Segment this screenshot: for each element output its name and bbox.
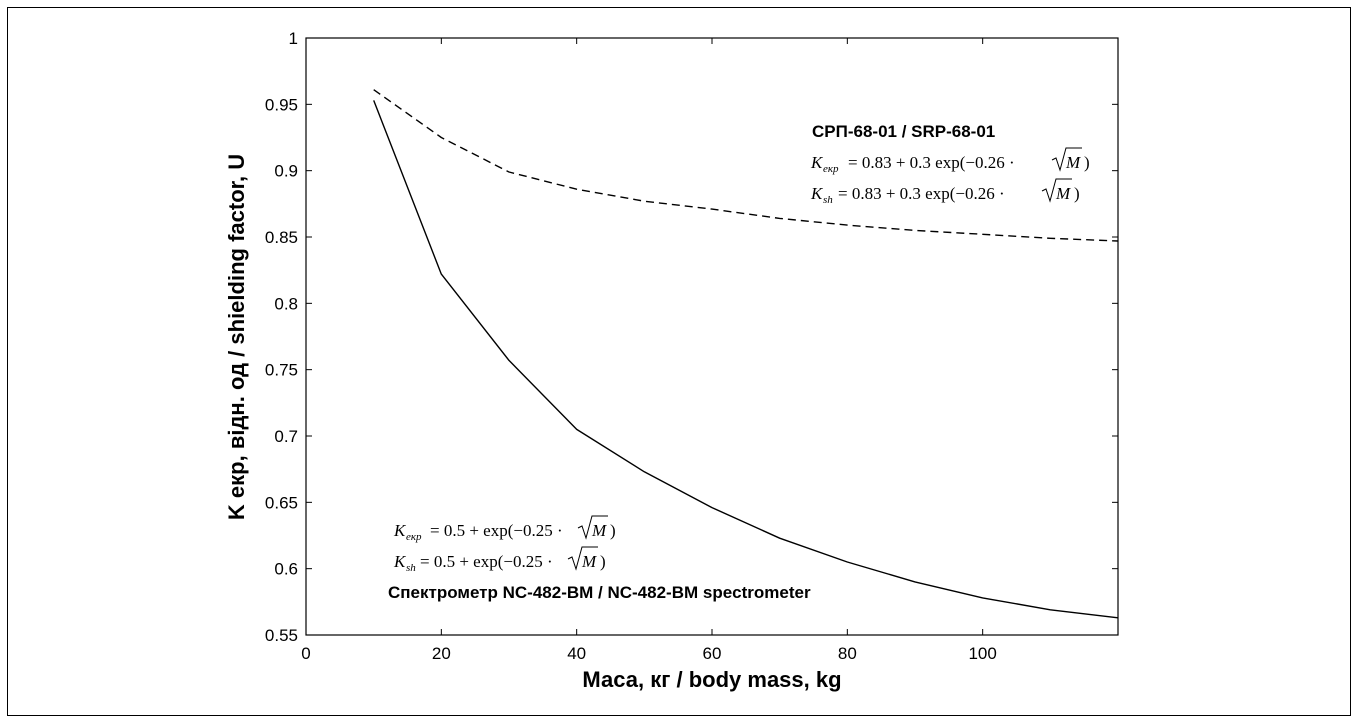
y-tick-label: 0.6: [274, 560, 298, 579]
x-axis-title: Маса, кг / body mass, kg: [582, 667, 841, 692]
y-tick-label: 0.75: [265, 361, 298, 380]
svg-text:M: M: [1065, 153, 1081, 172]
series-line-nc-482-bm: [373, 100, 1119, 619]
svg-text:): ): [1074, 184, 1080, 203]
x-tick-label: 60: [703, 644, 722, 663]
svg-text:): ): [1084, 153, 1090, 172]
svg-text:екр: екр: [406, 531, 422, 543]
svg-text:K: K: [393, 521, 407, 540]
svg-text:M: M: [1055, 184, 1071, 203]
svg-text:M: M: [581, 552, 597, 571]
svg-text:= 0.83 + 0.3 exp(−0.26 ·: = 0.83 + 0.3 exp(−0.26 ·: [848, 153, 1015, 172]
y-tick-label: 1: [289, 29, 298, 48]
srp-series-label: СРП-68-01 / SRP-68-01: [812, 122, 995, 141]
x-tick-label: 40: [567, 644, 586, 663]
srp-formula-2: K sh = 0.83 + 0.3 exp(−0.26 · M ): [810, 178, 1080, 206]
svg-text:= 0.5 + exp(−0.25 ·: = 0.5 + exp(−0.25 ·: [430, 521, 563, 540]
y-tick-label: 0.85: [265, 228, 298, 247]
srp-formula-1: K екр = 0.83 + 0.3 exp(−0.26 · M ): [810, 147, 1090, 175]
svg-text:sh: sh: [406, 562, 416, 574]
svg-text:K: K: [810, 184, 824, 203]
svg-text:екр: екр: [823, 163, 839, 175]
series-line-srp-68-01: [373, 89, 1119, 242]
svg-text:= 0.5 + exp(−0.25 ·: = 0.5 + exp(−0.25 ·: [420, 552, 553, 571]
svg-text:K: K: [393, 552, 407, 571]
y-tick-label: 0.95: [265, 95, 298, 114]
svg-text:K: K: [810, 153, 824, 172]
y-tick-label: 0.7: [274, 427, 298, 446]
nc-series-label: Спектрометр NC-482-BM / NC-482-BM spectr…: [388, 583, 811, 602]
figure-frame: [7, 7, 1351, 716]
tick-group: 0 20 40 60 80 100 0.55 0.6 0.65 0.7 0.75 0.8 0.85 0.9…: [265, 29, 1118, 663]
y-tick-label: 0.9: [274, 162, 298, 181]
x-tick-label: 80: [838, 644, 857, 663]
x-tick-label: 100: [968, 644, 996, 663]
series-group: [373, 89, 1119, 619]
nc-formula-2: K sh = 0.5 + exp(−0.25 · M ): [393, 546, 606, 574]
svg-text:= 0.83 + 0.3 exp(−0.26 ·: = 0.83 + 0.3 exp(−0.26 ·: [838, 184, 1005, 203]
y-tick-label: 0.55: [265, 626, 298, 645]
y-tick-label: 0.8: [274, 294, 298, 313]
nc-formula-1: K екр = 0.5 + exp(−0.25 · M ): [393, 515, 616, 543]
y-axis-title: K екр, відн. од / shielding factor, U: [224, 154, 249, 520]
y-tick-label: 0.65: [265, 493, 298, 512]
svg-text:): ): [610, 521, 616, 540]
svg-text:M: M: [591, 521, 607, 540]
x-tick-label: 20: [432, 644, 451, 663]
x-tick-label: 0: [301, 644, 310, 663]
svg-text:sh: sh: [823, 194, 833, 206]
svg-text:): ): [600, 552, 606, 571]
